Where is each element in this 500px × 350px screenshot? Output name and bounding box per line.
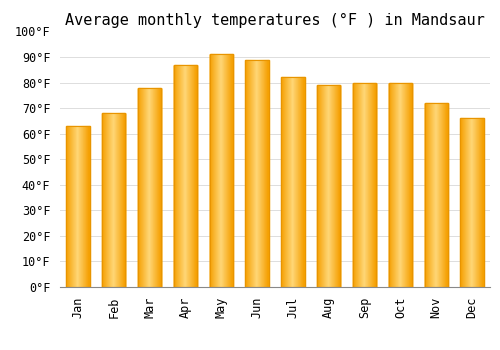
Bar (317, 85, 340, 287)
Bar (102, 113, 126, 287)
Bar (246, 60, 268, 287)
Bar (282, 77, 304, 287)
Bar (66, 126, 90, 287)
Bar (138, 88, 161, 287)
Bar (353, 83, 376, 287)
Title: Average monthly temperatures (°F ) in Mandsaur: Average monthly temperatures (°F ) in Ma… (65, 13, 485, 28)
Bar (389, 83, 412, 287)
Bar (460, 118, 483, 287)
Bar (424, 103, 448, 287)
Bar (210, 55, 233, 287)
Bar (174, 65, 197, 287)
